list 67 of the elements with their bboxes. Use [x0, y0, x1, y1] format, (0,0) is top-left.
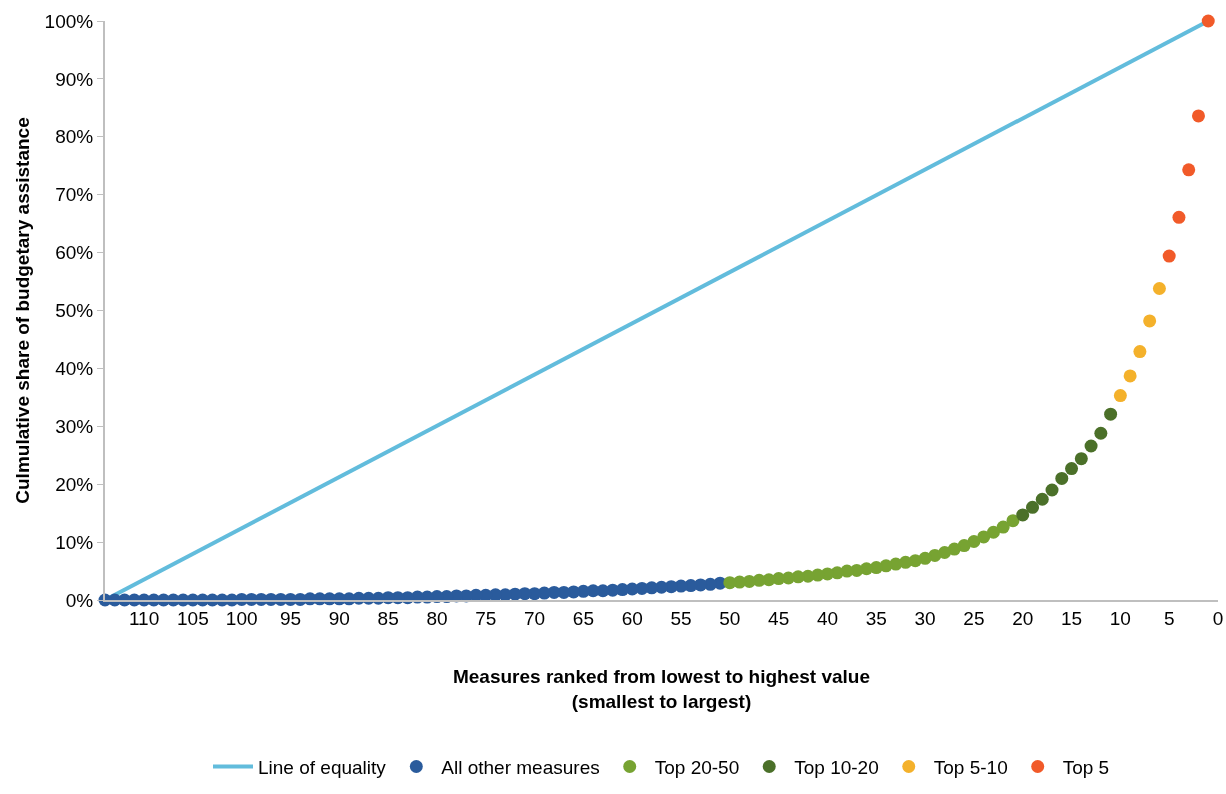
point	[1152, 282, 1166, 295]
point	[1172, 210, 1186, 224]
x-tick-label: 70	[524, 607, 546, 629]
x-tick-label: 30	[914, 607, 936, 629]
y-tick-label: 10%	[55, 531, 94, 553]
point	[1065, 462, 1079, 476]
point	[1143, 314, 1157, 328]
point	[1094, 426, 1108, 440]
x-tick-label: 80	[426, 607, 448, 629]
point	[1113, 389, 1127, 403]
point	[1191, 109, 1205, 123]
legend-label: All other measures	[441, 756, 600, 778]
point	[1016, 508, 1030, 522]
x-tick-label: 15	[1060, 607, 1083, 629]
y-tick-label: 70%	[55, 184, 94, 206]
point	[723, 576, 737, 590]
y-tick-label: 20%	[55, 473, 94, 495]
point	[996, 520, 1010, 534]
x-tick-label: 90	[328, 607, 350, 629]
y-tick-label: 40%	[55, 358, 94, 380]
point	[1201, 14, 1215, 28]
point	[1006, 514, 1020, 528]
point	[1104, 407, 1118, 421]
y-tick-label: 100%	[44, 10, 94, 32]
x-tick-label: 100	[225, 607, 258, 629]
legend-label: Top 5	[1062, 756, 1110, 778]
point	[1133, 345, 1147, 359]
x-tick-label: 85	[377, 607, 399, 629]
x-tick-label: 75	[475, 607, 497, 629]
y-tick-label: 30%	[55, 415, 94, 437]
point	[1182, 163, 1196, 177]
point	[977, 530, 991, 544]
point	[1084, 439, 1098, 453]
point	[1055, 471, 1069, 485]
legend-label: Top 20-50	[654, 756, 740, 778]
point	[1035, 492, 1049, 506]
x-tick-label: 5	[1163, 607, 1175, 629]
x-tick-label: 65	[572, 607, 594, 629]
point	[1123, 369, 1137, 383]
legend-label: Top 10-20	[794, 756, 879, 778]
y-axis-title: Culmulative share of budgetary assistance	[11, 117, 33, 504]
y-tick-label: 60%	[55, 242, 94, 264]
x-axis-title: Measures ranked from lowest to highest value (smallest to largest)	[452, 666, 871, 712]
x-tick-label: 50	[719, 607, 741, 629]
x-tick-label: 105	[177, 607, 209, 629]
x-tick-label: 95	[279, 607, 302, 629]
point	[1045, 483, 1059, 497]
y-tick-label: 90%	[55, 68, 94, 90]
y-tick-label: 0%	[65, 589, 94, 611]
y-tick-label: 80%	[55, 126, 94, 148]
point	[1074, 452, 1088, 466]
y-tick-label: 50%	[55, 300, 94, 322]
point	[1026, 500, 1039, 514]
point	[1162, 249, 1176, 263]
x-tick-label: 40	[816, 607, 839, 629]
x-tick-label: 55	[670, 607, 692, 629]
x-tick-label: 45	[768, 607, 790, 629]
legend-label: Top 5-10	[933, 756, 1008, 778]
point	[986, 525, 1000, 539]
x-tick-label: 60	[621, 607, 643, 629]
x-tick-label: 25	[963, 607, 985, 629]
x-tick-label: 35	[865, 607, 887, 629]
x-tick-label: 10	[1109, 607, 1131, 629]
legend-label: Line of equality	[258, 756, 387, 778]
x-tick-label: 20	[1012, 607, 1034, 629]
x-tick-label: 110	[128, 607, 160, 629]
x-tick-label: 0	[1212, 607, 1224, 629]
